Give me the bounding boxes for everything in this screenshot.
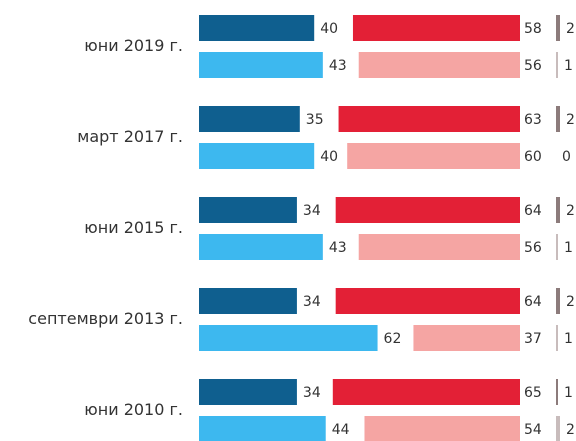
- category-label: септември 2013 г.: [28, 309, 183, 328]
- right-bar: [335, 288, 520, 314]
- value-label: 40: [320, 21, 338, 37]
- value-label: 0: [562, 149, 571, 165]
- other-bar: [556, 288, 560, 314]
- category-label: юни 2010 г.: [84, 400, 183, 419]
- other-bar: [556, 325, 558, 351]
- left-bar: [199, 379, 297, 405]
- other-bar: [556, 197, 560, 223]
- value-label: 65: [524, 385, 542, 401]
- value-label: 40: [320, 149, 338, 165]
- right-bar: [347, 143, 520, 169]
- right-bar: [332, 379, 520, 405]
- left-bar: [199, 288, 297, 314]
- value-label: 35: [306, 112, 324, 128]
- value-label: 63: [524, 112, 542, 128]
- category-label: март 2017 г.: [77, 127, 183, 146]
- value-label: 2: [566, 112, 575, 128]
- value-label: 2: [566, 422, 575, 438]
- value-label: 43: [329, 240, 347, 256]
- left-bar: [199, 143, 315, 169]
- value-label: 1: [564, 240, 573, 256]
- value-label: 44: [332, 422, 350, 438]
- right-bar: [358, 234, 520, 260]
- other-bar: [556, 106, 560, 132]
- other-bar: [556, 52, 558, 78]
- other-bar: [556, 15, 560, 41]
- value-label: 64: [524, 203, 542, 219]
- category-label: юни 2015 г.: [84, 218, 183, 237]
- right-bar: [364, 416, 520, 441]
- value-label: 58: [524, 21, 542, 37]
- left-bar: [199, 106, 300, 132]
- right-bar: [335, 197, 520, 223]
- value-label: 2: [566, 203, 575, 219]
- value-label: 62: [384, 331, 402, 347]
- value-label: 37: [524, 331, 542, 347]
- left-bar: [199, 197, 297, 223]
- value-label: 64: [524, 294, 542, 310]
- value-label: 1: [564, 58, 573, 74]
- left-bar: [199, 234, 323, 260]
- value-label: 1: [564, 385, 573, 401]
- value-label: 56: [524, 240, 542, 256]
- value-label: 2: [566, 294, 575, 310]
- value-label: 34: [303, 203, 321, 219]
- right-bar: [413, 325, 520, 351]
- right-bar: [352, 15, 520, 41]
- other-bar: [556, 234, 558, 260]
- value-label: 1: [564, 331, 573, 347]
- value-label: 34: [303, 294, 321, 310]
- right-bar: [338, 106, 520, 132]
- left-bar: [199, 15, 315, 41]
- value-label: 2: [566, 21, 575, 37]
- left-bar: [199, 416, 326, 441]
- value-label: 54: [524, 422, 542, 438]
- other-bar: [556, 379, 558, 405]
- value-label: 34: [303, 385, 321, 401]
- value-label: 43: [329, 58, 347, 74]
- value-label: 60: [524, 149, 542, 165]
- left-bar: [199, 325, 378, 351]
- other-bar: [556, 416, 560, 441]
- right-bar: [358, 52, 520, 78]
- left-bar: [199, 52, 323, 78]
- value-label: 56: [524, 58, 542, 74]
- category-label: юни 2019 г.: [84, 36, 183, 55]
